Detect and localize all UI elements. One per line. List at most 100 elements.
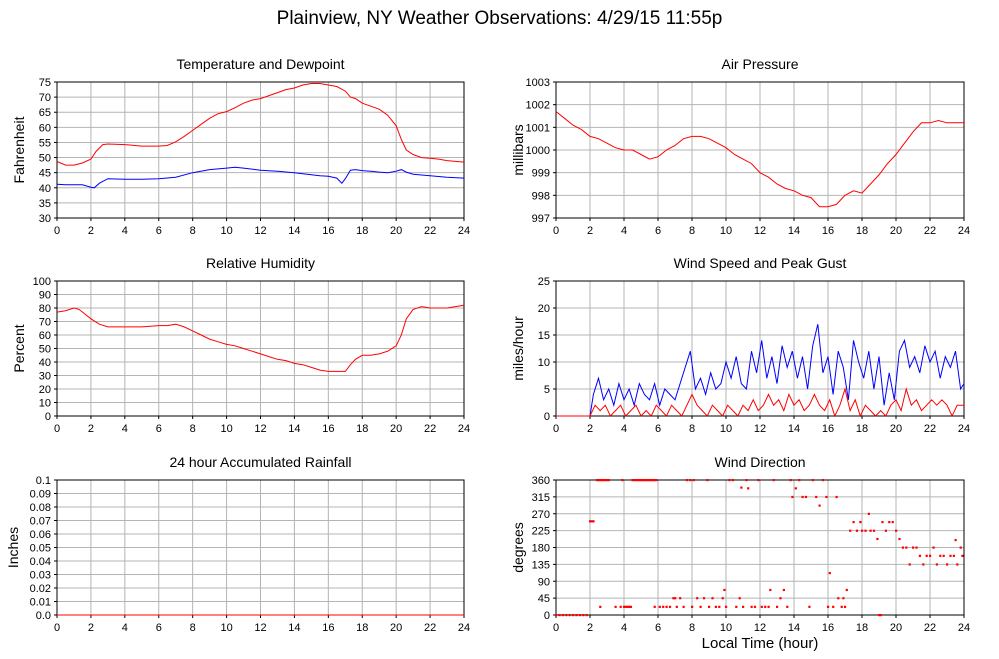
x-tick-label: 0 [553, 225, 559, 237]
x-tick-label: 4 [122, 225, 128, 237]
data-point [925, 554, 928, 557]
x-tick-label: 10 [220, 225, 232, 237]
x-tick-label: 6 [156, 225, 162, 237]
data-point [555, 614, 558, 617]
data-point [655, 479, 658, 482]
data-point [648, 479, 651, 482]
data-point [633, 479, 636, 482]
data-point [728, 479, 731, 482]
data-point [696, 597, 699, 600]
x-tick-label: 6 [655, 423, 661, 435]
x-tick-label: 2 [88, 225, 94, 237]
y-tick-label: 998 [532, 190, 550, 202]
x-tick-label: 6 [655, 225, 661, 237]
data-point [901, 546, 904, 549]
data-point [884, 529, 887, 532]
data-point [607, 479, 610, 482]
data-point [878, 614, 881, 617]
y-tick-label: 270 [532, 509, 550, 521]
x-tick-label: 10 [720, 423, 732, 435]
data-point [776, 605, 779, 608]
x-tick-label: 22 [924, 225, 936, 237]
y-tick-label: 30 [39, 213, 51, 225]
data-point [912, 546, 915, 549]
data-point [645, 479, 648, 482]
x-tick-label: 20 [890, 423, 902, 435]
series-line [556, 324, 965, 417]
data-point [646, 479, 649, 482]
data-point [942, 554, 945, 557]
x-tick-label: 18 [856, 225, 868, 237]
data-point [742, 605, 745, 608]
x-tick-label: 22 [924, 622, 936, 634]
data-point [872, 529, 876, 532]
chart-title: 24 hour Accumulated Rainfall [169, 454, 351, 470]
y-tick-label: 70 [39, 92, 51, 104]
y-tick-label: 1003 [526, 77, 550, 89]
data-point [915, 546, 918, 549]
plot-frame [555, 280, 965, 417]
data-point [629, 605, 632, 608]
x-tick-label: 24 [958, 622, 970, 634]
x-tick-label: 8 [689, 622, 695, 634]
y-tick-label: 1001 [526, 122, 550, 134]
data-point [760, 605, 763, 608]
data-point [876, 537, 879, 541]
y-tick-label: 0.06 [30, 529, 51, 541]
series-line [56, 166, 465, 189]
data-point [815, 495, 818, 499]
data-point [757, 479, 760, 482]
data-point [682, 605, 685, 608]
data-point [881, 521, 884, 524]
data-point [825, 495, 828, 499]
y-tick-label: 60 [39, 330, 51, 342]
data-point [842, 597, 845, 600]
x-tick-label: 8 [689, 225, 695, 237]
data-point [631, 479, 634, 482]
data-point [708, 605, 711, 608]
x-tick-label: 4 [621, 622, 627, 634]
y-tick-label: 10 [538, 357, 550, 369]
y-tick-label: 100 [33, 276, 51, 288]
y-tick-label: 60 [39, 122, 51, 134]
chart-title: Temperature and Dewpoint [176, 56, 344, 72]
y-tick-label: 1000 [526, 145, 550, 157]
data-point [861, 529, 864, 532]
data-point [653, 479, 656, 482]
y-tick-label: 45 [538, 593, 550, 605]
data-point [599, 479, 602, 482]
x-tick-label: 4 [621, 423, 627, 435]
x-axis-label: Local Time (hour) [701, 635, 819, 652]
data-point [821, 479, 825, 482]
data-point [922, 563, 925, 566]
y-axis-label: millibars [510, 124, 526, 175]
data-point [779, 597, 782, 600]
x-tick-label: 24 [958, 225, 970, 237]
data-point [590, 520, 593, 523]
data-point [932, 546, 935, 549]
y-tick-label: 5 [544, 384, 550, 396]
y-tick-label: 30 [39, 371, 51, 383]
data-point [565, 614, 568, 617]
x-tick-label: 22 [924, 423, 936, 435]
y-tick-label: 0.05 [30, 543, 51, 555]
x-tick-label: 8 [190, 423, 196, 435]
series-line [556, 387, 964, 418]
data-point [723, 588, 726, 592]
data-point [946, 563, 949, 566]
data-point [845, 588, 848, 592]
x-tick-label: 0 [54, 423, 60, 435]
data-point [619, 605, 622, 608]
data-point [956, 563, 959, 566]
data-point [641, 479, 644, 482]
y-axis-label: Percent [11, 324, 27, 372]
x-tick-label: 14 [288, 225, 300, 237]
data-point [867, 512, 870, 515]
y-tick-label: 15 [538, 330, 550, 342]
x-tick-label: 4 [122, 423, 128, 435]
y-tick-label: 50 [39, 344, 51, 356]
y-tick-label: 0.07 [30, 516, 51, 528]
y-axis-label: degrees [510, 522, 526, 573]
x-tick-label: 18 [856, 622, 868, 634]
